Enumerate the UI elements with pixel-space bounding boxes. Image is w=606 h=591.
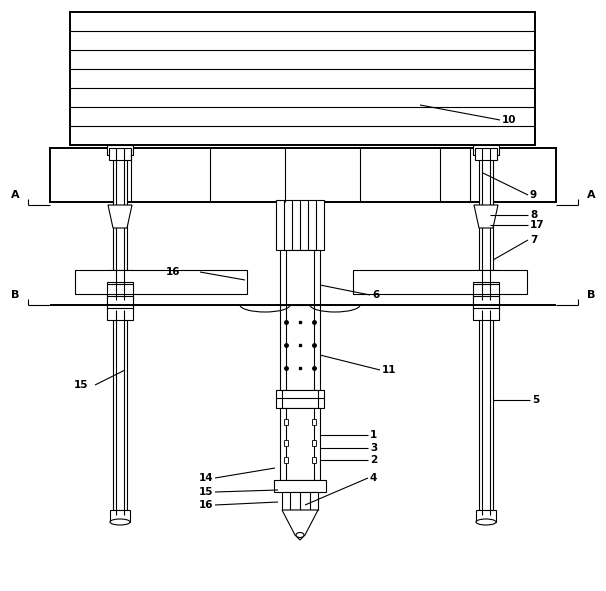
Bar bbox=[113, 148, 127, 300]
Bar bbox=[107, 270, 133, 310]
Polygon shape bbox=[108, 205, 132, 228]
Text: 17: 17 bbox=[530, 220, 545, 230]
Bar bbox=[276, 390, 324, 408]
Text: A: A bbox=[11, 190, 19, 200]
Ellipse shape bbox=[476, 519, 496, 525]
Bar bbox=[284, 419, 288, 425]
Text: 1: 1 bbox=[370, 430, 378, 440]
Bar bbox=[107, 282, 133, 320]
Bar bbox=[110, 510, 130, 522]
Bar bbox=[353, 270, 527, 294]
Text: B: B bbox=[587, 290, 595, 300]
Bar bbox=[312, 440, 316, 446]
Text: 3: 3 bbox=[370, 443, 378, 453]
Text: 6: 6 bbox=[372, 290, 379, 300]
Bar bbox=[280, 408, 320, 480]
Bar bbox=[312, 419, 316, 425]
Bar bbox=[284, 457, 288, 463]
Bar bbox=[476, 510, 496, 522]
Text: A: A bbox=[587, 190, 595, 200]
Bar bbox=[312, 457, 316, 463]
Bar bbox=[113, 310, 127, 515]
Bar bbox=[479, 148, 493, 300]
Text: 14: 14 bbox=[198, 473, 213, 483]
Bar bbox=[276, 200, 324, 250]
Bar bbox=[475, 148, 497, 160]
Bar bbox=[473, 270, 499, 310]
Text: 7: 7 bbox=[530, 235, 538, 245]
Bar bbox=[75, 270, 247, 294]
Bar bbox=[473, 282, 499, 320]
Text: 4: 4 bbox=[370, 473, 378, 483]
Bar bbox=[107, 145, 133, 155]
Ellipse shape bbox=[296, 532, 304, 537]
Bar bbox=[479, 310, 493, 515]
Bar bbox=[109, 148, 131, 160]
Text: 11: 11 bbox=[382, 365, 396, 375]
Text: 16: 16 bbox=[199, 500, 213, 510]
Bar bbox=[274, 480, 326, 492]
Text: B: B bbox=[11, 290, 19, 300]
Bar bbox=[280, 250, 320, 305]
Bar bbox=[50, 148, 556, 202]
Polygon shape bbox=[282, 510, 318, 540]
Bar bbox=[282, 492, 318, 510]
Text: 9: 9 bbox=[530, 190, 537, 200]
Polygon shape bbox=[474, 205, 498, 228]
Text: 10: 10 bbox=[502, 115, 516, 125]
Ellipse shape bbox=[110, 519, 130, 525]
Bar bbox=[280, 305, 320, 390]
Bar bbox=[284, 440, 288, 446]
Text: 8: 8 bbox=[530, 210, 538, 220]
Text: 15: 15 bbox=[73, 380, 88, 390]
Text: 15: 15 bbox=[199, 487, 213, 497]
Text: 5: 5 bbox=[532, 395, 539, 405]
Bar bbox=[70, 12, 535, 145]
Text: 16: 16 bbox=[165, 267, 180, 277]
Bar bbox=[473, 145, 499, 155]
Text: 2: 2 bbox=[370, 455, 378, 465]
